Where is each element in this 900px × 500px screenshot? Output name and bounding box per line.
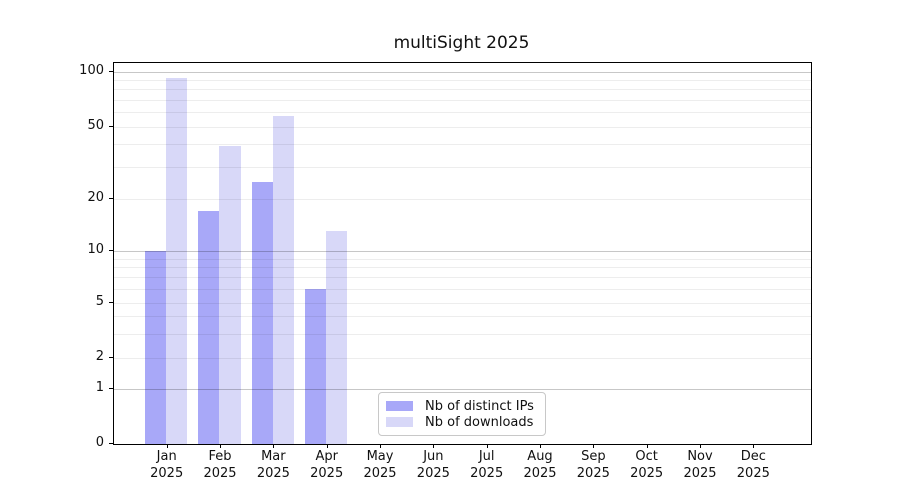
xtick-label-mar: Mar 2025	[243, 449, 303, 482]
xtick-mark-oct	[646, 444, 648, 448]
xtick-year-dec: 2025	[736, 465, 770, 481]
xtick-month-dec: Dec	[740, 449, 766, 464]
xtick-label-jun: Jun 2025	[403, 449, 463, 482]
xtick-year-oct: 2025	[630, 465, 664, 481]
legend-entry-downloads: Nb of downloads	[386, 414, 537, 430]
ytick-mark-1	[109, 388, 113, 390]
xtick-year-jan: 2025	[150, 465, 184, 481]
xtick-label-nov: Nov 2025	[670, 449, 730, 482]
bar-distinct-ips-jan	[144, 250, 167, 444]
xtick-mark-aug	[540, 444, 541, 448]
ytick-label-5: 5	[95, 293, 104, 309]
xtick-month-jan: Jan	[156, 449, 177, 464]
xtick-label-aug: Aug 2025	[510, 449, 570, 482]
xtick-label-may: May 2025	[350, 449, 410, 482]
legend: Nb of distinct IPs Nb of downloads	[378, 392, 546, 436]
xtick-mark-jan	[166, 444, 168, 448]
xtick-year-jun: 2025	[416, 465, 450, 481]
xtick-year-apr: 2025	[310, 465, 344, 481]
ytick-label-2: 2	[95, 349, 104, 364]
xtick-year-nov: 2025	[683, 465, 717, 481]
legend-label-downloads: Nb of downloads	[425, 414, 534, 430]
xtick-year-aug: 2025	[523, 465, 557, 481]
xtick-label-oct: Oct 2025	[617, 449, 677, 482]
xtick-month-mar: Mar	[261, 449, 286, 464]
bar-downloads-apr	[326, 231, 348, 444]
ytick-label-100: 100	[79, 62, 104, 78]
xtick-label-apr: Apr 2025	[297, 449, 357, 482]
bar-distinct-ips-feb	[198, 211, 220, 444]
xtick-mark-jun	[433, 444, 435, 448]
ytick-mark-100	[109, 70, 113, 72]
ytick-mark-10	[109, 249, 113, 251]
xtick-month-oct: Oct	[635, 449, 658, 464]
ytick-mark-5	[109, 301, 113, 303]
xtick-mark-feb	[220, 444, 222, 448]
ytick-label-10: 10	[87, 241, 104, 257]
xtick-month-feb: Feb	[208, 449, 232, 464]
ytick-mark-20	[109, 198, 113, 200]
xtick-label-jan: Jan 2025	[137, 449, 197, 482]
bar-distinct-ips-apr	[304, 289, 327, 444]
xtick-month-aug: Aug	[527, 449, 553, 464]
xtick-year-may: 2025	[363, 465, 397, 481]
legend-swatch-downloads	[386, 417, 413, 427]
xtick-label-dec: Dec 2025	[723, 449, 783, 482]
bar-downloads-jan	[166, 78, 188, 444]
bar-downloads-mar	[272, 116, 294, 444]
bar-layer	[114, 63, 811, 444]
xtick-year-sep: 2025	[576, 465, 610, 481]
xtick-year-jul: 2025	[470, 465, 504, 481]
xtick-mark-nov	[700, 444, 701, 448]
xtick-month-sep: Sep	[581, 449, 606, 464]
ytick-mark-2	[109, 357, 113, 358]
xtick-mark-sep	[593, 444, 595, 448]
chart-title: multiSight 2025	[393, 33, 530, 53]
ytick-mark-0	[109, 443, 113, 444]
xtick-label-jul: Jul 2025	[457, 449, 517, 482]
ytick-label-1: 1	[95, 380, 104, 396]
ytick-label-20: 20	[87, 190, 104, 206]
xtick-mark-dec	[753, 444, 755, 448]
ytick-mark-50	[109, 125, 113, 127]
legend-swatch-distinct-ips	[386, 401, 413, 411]
xtick-month-jun: Jun	[423, 449, 444, 464]
xtick-mark-apr	[326, 444, 328, 448]
xtick-year-feb: 2025	[203, 465, 237, 481]
xtick-month-apr: Apr	[315, 449, 338, 464]
xtick-mark-may	[380, 444, 382, 448]
xtick-month-jul: Jul	[478, 449, 495, 464]
xtick-label-sep: Sep 2025	[563, 449, 623, 482]
xtick-month-nov: Nov	[687, 449, 713, 464]
xtick-mark-mar	[273, 444, 275, 448]
legend-label-distinct-ips: Nb of distinct IPs	[425, 398, 534, 414]
legend-entry-distinct-ips: Nb of distinct IPs	[386, 398, 537, 414]
bar-distinct-ips-mar	[251, 181, 273, 444]
xtick-label-feb: Feb 2025	[190, 449, 250, 482]
xtick-year-mar: 2025	[256, 465, 290, 481]
xtick-month-may: May	[366, 449, 394, 464]
ytick-label-0: 0	[95, 435, 104, 450]
bar-downloads-feb	[219, 146, 241, 444]
xtick-mark-jul	[486, 444, 488, 448]
ytick-label-50: 50	[87, 117, 104, 133]
